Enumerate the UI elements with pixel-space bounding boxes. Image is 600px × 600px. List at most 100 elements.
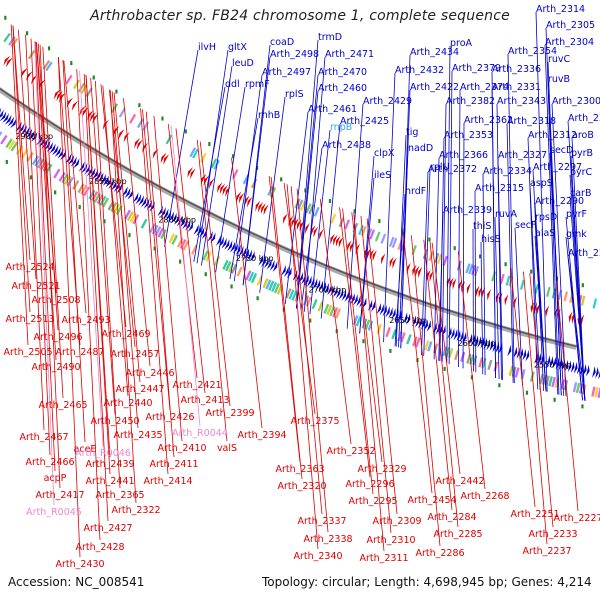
forward-gene-arrow <box>258 254 264 266</box>
feature-leader-line <box>446 45 451 364</box>
cog-category-block <box>508 365 514 377</box>
reverse-gene-arrow <box>296 219 302 231</box>
forward-gene-arrow <box>2 113 9 124</box>
cog-category-block <box>72 180 80 190</box>
cog-category-block <box>545 375 550 386</box>
feature-leader-line-reverse <box>268 175 301 463</box>
forward-gene-arrow <box>97 172 104 183</box>
cog-category-block <box>7 140 16 150</box>
gc-marker-inner <box>428 237 431 242</box>
cog-category-block <box>361 318 368 329</box>
feature-leader-line-reverse <box>270 176 303 480</box>
feature-leader-line <box>462 122 465 369</box>
forward-gene-arrow <box>182 218 188 230</box>
gene-label: leuD <box>232 58 254 69</box>
feature-leader-line-reverse <box>555 280 579 512</box>
cog-category-block <box>548 376 553 387</box>
gene-label: Arth_2399 <box>205 408 254 419</box>
gene-label: Arth_2227 <box>553 513 600 524</box>
gc-marker-inner <box>161 116 164 121</box>
gene-label: Arth_2354 <box>508 46 557 57</box>
chromosome-backbone <box>0 86 577 350</box>
gene-label: Arth_2305 <box>546 20 595 31</box>
feature-leader-line-reverse <box>123 98 151 367</box>
forward-gene-arrow <box>263 257 269 269</box>
gene-label: Arth_2268 <box>460 491 509 502</box>
cog-category-block <box>355 316 362 327</box>
reverse-gene-arrow <box>568 311 573 324</box>
reverse-gene-arrow <box>429 270 434 283</box>
cog-category-block <box>268 280 275 291</box>
reverse-gene-arrow <box>25 71 33 82</box>
gc-marker <box>470 375 474 380</box>
forward-gene-arrow <box>592 366 596 378</box>
feature-leader-line <box>201 65 233 266</box>
feature-leader-line-reverse <box>113 92 141 383</box>
gene-label: Arth_R0044 <box>172 428 228 439</box>
feature-leader-line-reverse <box>402 232 433 494</box>
cog-category-block <box>80 184 88 195</box>
gc-marker <box>103 219 106 224</box>
forward-gene-arrow <box>525 349 530 362</box>
forward-gene-arrow <box>41 138 48 149</box>
gene-label: Arth_2353 <box>444 130 493 141</box>
feature-leader-line <box>242 56 271 286</box>
forward-gene-arrow <box>370 300 376 312</box>
reverse-gene-arrow <box>571 312 576 324</box>
cog-category-block <box>179 239 187 250</box>
forward-gene-arrow <box>116 183 123 194</box>
forward-gene-arrow <box>327 283 332 296</box>
gene-label: Arth_2457 <box>110 349 159 360</box>
feature-leader-line-reverse <box>109 90 137 504</box>
cog-category-block <box>424 340 430 351</box>
gc-marker-inner <box>138 103 141 108</box>
feature-leader-line-reverse <box>429 241 459 528</box>
cog-category-block-inner <box>330 213 337 224</box>
cog-category-block <box>493 361 499 372</box>
gene-label: proA <box>450 38 473 49</box>
cog-category-block-inner <box>189 147 197 158</box>
forward-gene-arrow <box>522 348 527 361</box>
reverse-gene-arrow <box>392 257 397 269</box>
forward-gene-arrow <box>266 258 272 270</box>
gene-label: Arth_2314 <box>536 4 585 15</box>
gene-label: secD <box>550 145 573 156</box>
gene-label: Arth_2417 <box>35 490 84 501</box>
feature-leader-line-reverse <box>35 41 56 472</box>
feature-leader-line <box>441 103 447 362</box>
gene-label: Arth_2318 <box>507 116 556 127</box>
cog-category-block-inner <box>305 203 312 214</box>
forward-gene-arrow <box>221 237 227 249</box>
cog-category-block <box>572 382 578 393</box>
feature-leader-line <box>527 137 539 390</box>
forward-gene-arrow <box>249 250 255 262</box>
gene-label: gmk <box>566 229 587 240</box>
reverse-gene-arrow <box>81 107 89 118</box>
feature-leader-line-reverse <box>283 182 316 415</box>
gene-label: Arth_2498 <box>270 49 319 60</box>
forward-gene-arrow <box>246 249 252 261</box>
gene-label: carB <box>570 188 591 199</box>
gene-label: hisS <box>481 234 501 245</box>
forward-gene-arrow <box>102 175 109 186</box>
gene-label: Arth_2304 <box>545 37 594 48</box>
forward-gene-arrow <box>585 364 590 377</box>
feature-leader-line <box>507 53 515 384</box>
gene-label: Arth_2331 <box>492 82 541 93</box>
gene-label: coaD <box>270 37 294 48</box>
gene-label: Arth_2461 <box>308 104 357 115</box>
gene-label: Arth_2320 <box>277 481 326 492</box>
cog-category-block <box>53 168 61 179</box>
gene-label: Arth_2440 <box>103 398 152 409</box>
forward-gene-arrow <box>36 135 43 146</box>
feature-leader-line-reverse <box>170 125 201 427</box>
cog-category-block-inner <box>491 271 497 282</box>
cog-category-block-inner <box>199 152 207 163</box>
forward-gene-arrow <box>385 306 390 318</box>
forward-gene-arrow <box>344 290 349 303</box>
cog-category-block-inner <box>313 206 320 217</box>
forward-gene-arrow <box>57 148 64 159</box>
reverse-gene-arrow <box>190 168 196 180</box>
gene-label: Arth_2427 <box>83 523 132 534</box>
reverse-gene-arrow <box>294 218 299 230</box>
